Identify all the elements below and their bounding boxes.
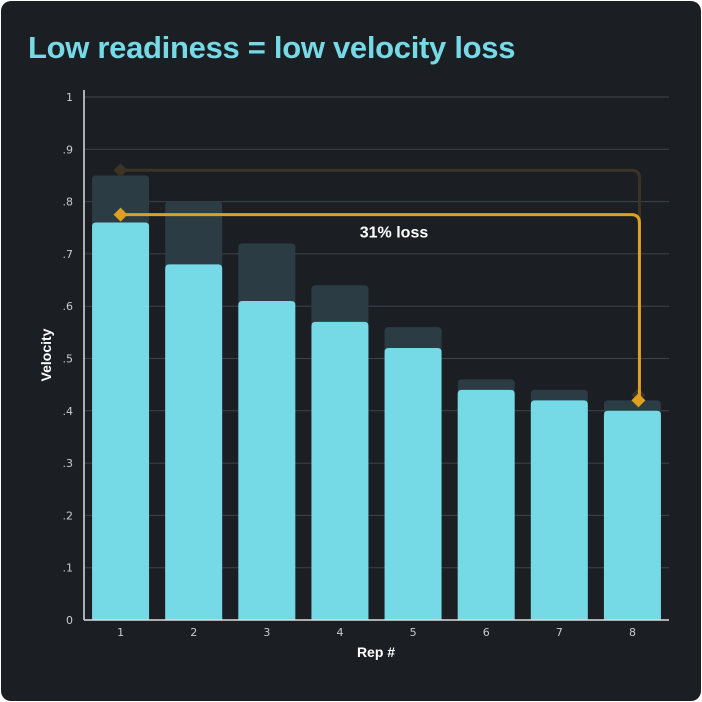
y-tick-label: .3 <box>63 457 74 470</box>
velocity-bar <box>603 410 661 620</box>
loss-label: 31% loss <box>360 225 429 242</box>
velocity-bar <box>457 389 515 620</box>
velocity-bar <box>92 222 150 620</box>
x-tick-label: 3 <box>263 626 270 639</box>
x-tick-label: 8 <box>629 626 636 639</box>
y-axis-label: Velocity <box>38 328 54 381</box>
y-tick-label: .4 <box>63 405 74 418</box>
y-tick-label: 1 <box>66 91 73 104</box>
start-marker <box>113 207 128 222</box>
velocity-bar <box>238 300 296 620</box>
y-tick-label: .6 <box>63 300 74 313</box>
axes: 0 .1 .2 .3 .4 .5 .6 .7 .8 .9 1 1 2 3 4 5 6 7 8 <box>63 90 669 639</box>
x-axis-label: Rep # <box>357 644 395 660</box>
velocity-bar <box>165 264 223 620</box>
main-bar-series <box>92 222 661 620</box>
y-tick-label: .1 <box>63 562 74 575</box>
annotations: 31% loss <box>113 163 646 408</box>
y-tick-label: .7 <box>63 248 74 261</box>
x-tick-label: 6 <box>483 626 490 639</box>
start-marker <box>113 163 128 178</box>
x-tick-label: 7 <box>556 626 563 639</box>
y-tick-label: .9 <box>63 143 74 156</box>
x-tick-label: 1 <box>117 626 124 639</box>
velocity-bar <box>311 321 369 620</box>
y-tick-label: .2 <box>63 509 74 522</box>
x-tick-label: 2 <box>190 626 197 639</box>
x-tick-label: 5 <box>410 626 417 639</box>
loss-line <box>120 213 641 401</box>
end-marker <box>631 393 646 408</box>
y-tick-label: 0 <box>66 614 73 627</box>
velocity-bar <box>530 400 588 620</box>
loss-line <box>120 168 641 396</box>
x-tick-label: 4 <box>336 626 343 639</box>
velocity-bar <box>384 348 442 620</box>
y-tick-label: .5 <box>63 353 74 366</box>
y-tick-label: .8 <box>63 196 74 209</box>
chart-title: Low readiness = low velocity loss <box>28 30 516 65</box>
